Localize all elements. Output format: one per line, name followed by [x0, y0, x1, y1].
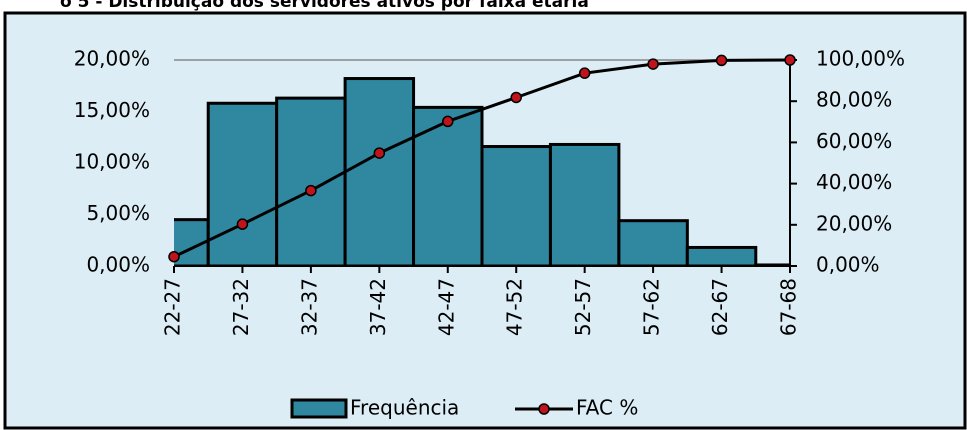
bar: [685, 245, 758, 267]
y-tick-label: 0,00%: [86, 253, 150, 277]
legend-swatch: [290, 398, 348, 419]
fac-line: [173, 58, 791, 259]
y-tick-label: 15,00%: [74, 98, 150, 122]
y2-tick-label: 80,00%: [816, 88, 892, 112]
x-tick-label: 37-42: [366, 278, 390, 336]
x-tick-label: 47-52: [503, 278, 527, 336]
y-tick-label: 5,00%: [86, 201, 150, 225]
x-tick-label: 42-47: [434, 278, 458, 336]
x-tick-label: 52-57: [571, 278, 595, 336]
y2-tick-label: 100,00%: [816, 47, 905, 71]
bar: [206, 101, 279, 267]
fac-marker: [168, 250, 180, 263]
chart-title: o 5 - Distribuição dos servidores ativos…: [60, 0, 589, 12]
bars: [174, 77, 790, 267]
legend-marker: [538, 403, 550, 415]
y-tick-label: 20,00%: [74, 47, 150, 71]
x-tick-label: 32-37: [297, 278, 321, 336]
legend-label: FAC %: [576, 396, 638, 420]
bar: [412, 105, 484, 267]
bar: [480, 145, 552, 267]
fac-marker: [784, 54, 796, 66]
bar: [275, 96, 347, 267]
x-tick-label: 62-67: [708, 278, 732, 336]
x-tick-label: 27-32: [229, 278, 253, 336]
bar: [343, 77, 416, 267]
fac-marker: [305, 184, 317, 197]
y2-tick-label: 40,00%: [816, 170, 892, 194]
x-tick-label: 67-68: [777, 278, 801, 336]
y-tick-label: 10,00%: [74, 150, 150, 174]
fac-marker: [715, 54, 728, 67]
x-tick-label: 57-62: [640, 278, 664, 336]
fac-marker: [442, 115, 454, 128]
fac-marker: [510, 91, 522, 104]
legend-label: Frequência: [350, 396, 459, 420]
bar: [548, 142, 621, 267]
fac-marker: [236, 218, 249, 230]
y2-tick-label: 0,00%: [816, 253, 880, 277]
y2-tick-label: 20,00%: [816, 211, 892, 235]
x-tick-label: 22-27: [161, 278, 185, 336]
fac-marker: [373, 147, 386, 159]
fac-marker: [578, 67, 591, 79]
fac-marker: [647, 58, 659, 70]
bar: [617, 219, 689, 267]
y2-tick-label: 60,00%: [816, 129, 892, 153]
